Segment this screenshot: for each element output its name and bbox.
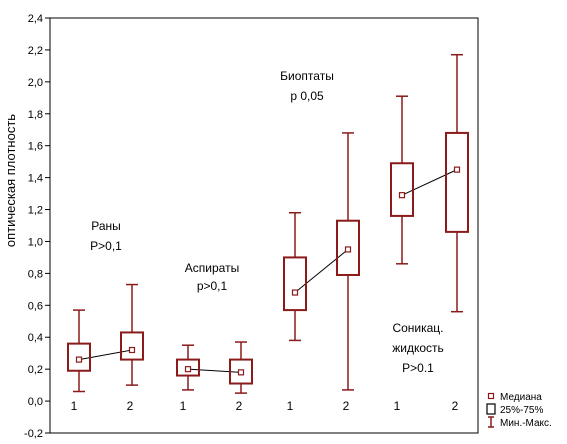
iqr-box xyxy=(390,162,414,217)
group-label: 1 xyxy=(287,399,294,413)
group-label: 1 xyxy=(394,399,401,413)
iqr-box xyxy=(445,131,469,233)
legend-label: 25%-75% xyxy=(500,405,543,416)
y-axis: -0,2 0,0 0,2 0,4 0,6 0,8 1,0 1,2 1,4 1,6 1,8 2,0 2,2… xyxy=(24,13,50,440)
iqr-box xyxy=(336,219,360,276)
y-tick-label: 0,4 xyxy=(28,332,43,344)
plot-frame xyxy=(49,17,479,434)
group-label: 2 xyxy=(452,399,459,413)
annotation-line: Биоптаты xyxy=(280,69,334,83)
median-link-line xyxy=(78,349,133,361)
median-link-line xyxy=(187,368,242,373)
median-marker xyxy=(75,356,83,363)
box-7 xyxy=(390,95,414,265)
annotation-line: Раны xyxy=(91,219,121,233)
y-tick-label: 1,8 xyxy=(28,109,43,121)
iqr-box xyxy=(283,256,307,312)
median-link-line xyxy=(294,249,349,293)
median-marker xyxy=(237,369,245,376)
plot-border xyxy=(49,17,479,434)
annotation-line: p>0,1 xyxy=(197,279,228,293)
box-6 xyxy=(336,132,360,391)
y-tick-label: 0,2 xyxy=(28,364,43,376)
median-marker xyxy=(291,289,299,296)
legend-label: Мин.-Макс. xyxy=(500,418,552,429)
group-labels: 1 2 1 2 1 2 1 2 xyxy=(71,399,459,413)
y-tick-label: 2,4 xyxy=(28,13,43,25)
group-label: 1 xyxy=(180,399,187,413)
iqr-box xyxy=(67,342,91,372)
y-tick-label: 1,0 xyxy=(28,236,43,248)
annotation-3: Биоптаты p 0,05 xyxy=(280,69,334,103)
box-5 xyxy=(283,211,307,342)
y-tick-label: 1,2 xyxy=(28,205,43,217)
median-marker xyxy=(184,366,192,373)
legend-box-icon xyxy=(486,403,496,415)
legend: Медиана 25%-75% Мин.-Макс. xyxy=(486,392,552,429)
y-tick-label: -0,2 xyxy=(24,428,43,440)
group-label: 1 xyxy=(71,399,78,413)
median-marker xyxy=(344,246,352,253)
iqr-box xyxy=(120,331,144,361)
median-link-line xyxy=(401,169,458,196)
median-marker xyxy=(398,192,406,199)
box-4 xyxy=(229,341,253,394)
boxes xyxy=(67,53,469,394)
annotation-1: Раны P>0,1 xyxy=(90,219,122,253)
y-axis-label: оптическая плотность xyxy=(3,114,18,247)
y-tick-label: 0,8 xyxy=(28,268,43,280)
y-axis-label-group: оптическая плотность xyxy=(3,114,18,247)
annotation-line: P>0,1 xyxy=(90,239,122,253)
median-links xyxy=(78,169,458,373)
annotation-2: Аспираты p>0,1 xyxy=(185,261,239,293)
annotations: Раны P>0,1 Аспираты p>0,1 Биоптаты p 0,05 Сони… xyxy=(90,69,444,375)
box-8 xyxy=(445,53,469,313)
median-marker xyxy=(453,166,461,173)
annotation-4: Соникац. жидкость P>0.1 xyxy=(392,321,444,375)
y-tick-label: 2,0 xyxy=(28,77,43,89)
y-tick-label: 0,6 xyxy=(28,300,43,312)
legend-median-icon xyxy=(487,392,495,400)
annotation-line: Аспираты xyxy=(185,261,239,275)
y-tick-label: 0,0 xyxy=(28,396,43,408)
median-marker xyxy=(128,346,136,354)
group-label: 2 xyxy=(236,399,243,413)
annotation-line: Соникац. xyxy=(392,321,443,335)
annotation-line: P>0.1 xyxy=(402,361,434,375)
annotation-line: p 0,05 xyxy=(290,89,324,103)
iqr-box xyxy=(176,358,200,377)
y-tick-label: 1,4 xyxy=(28,173,43,185)
box-2 xyxy=(120,283,144,386)
legend-label: Медиана xyxy=(500,392,542,403)
group-label: 2 xyxy=(127,399,134,413)
group-label: 2 xyxy=(343,399,350,413)
box-3 xyxy=(176,344,200,391)
box-1 xyxy=(67,309,91,393)
iqr-box xyxy=(229,358,253,385)
y-tick-label: 2,2 xyxy=(28,45,43,57)
y-tick-label: 1,6 xyxy=(28,141,43,153)
annotation-line: жидкость xyxy=(392,341,444,355)
